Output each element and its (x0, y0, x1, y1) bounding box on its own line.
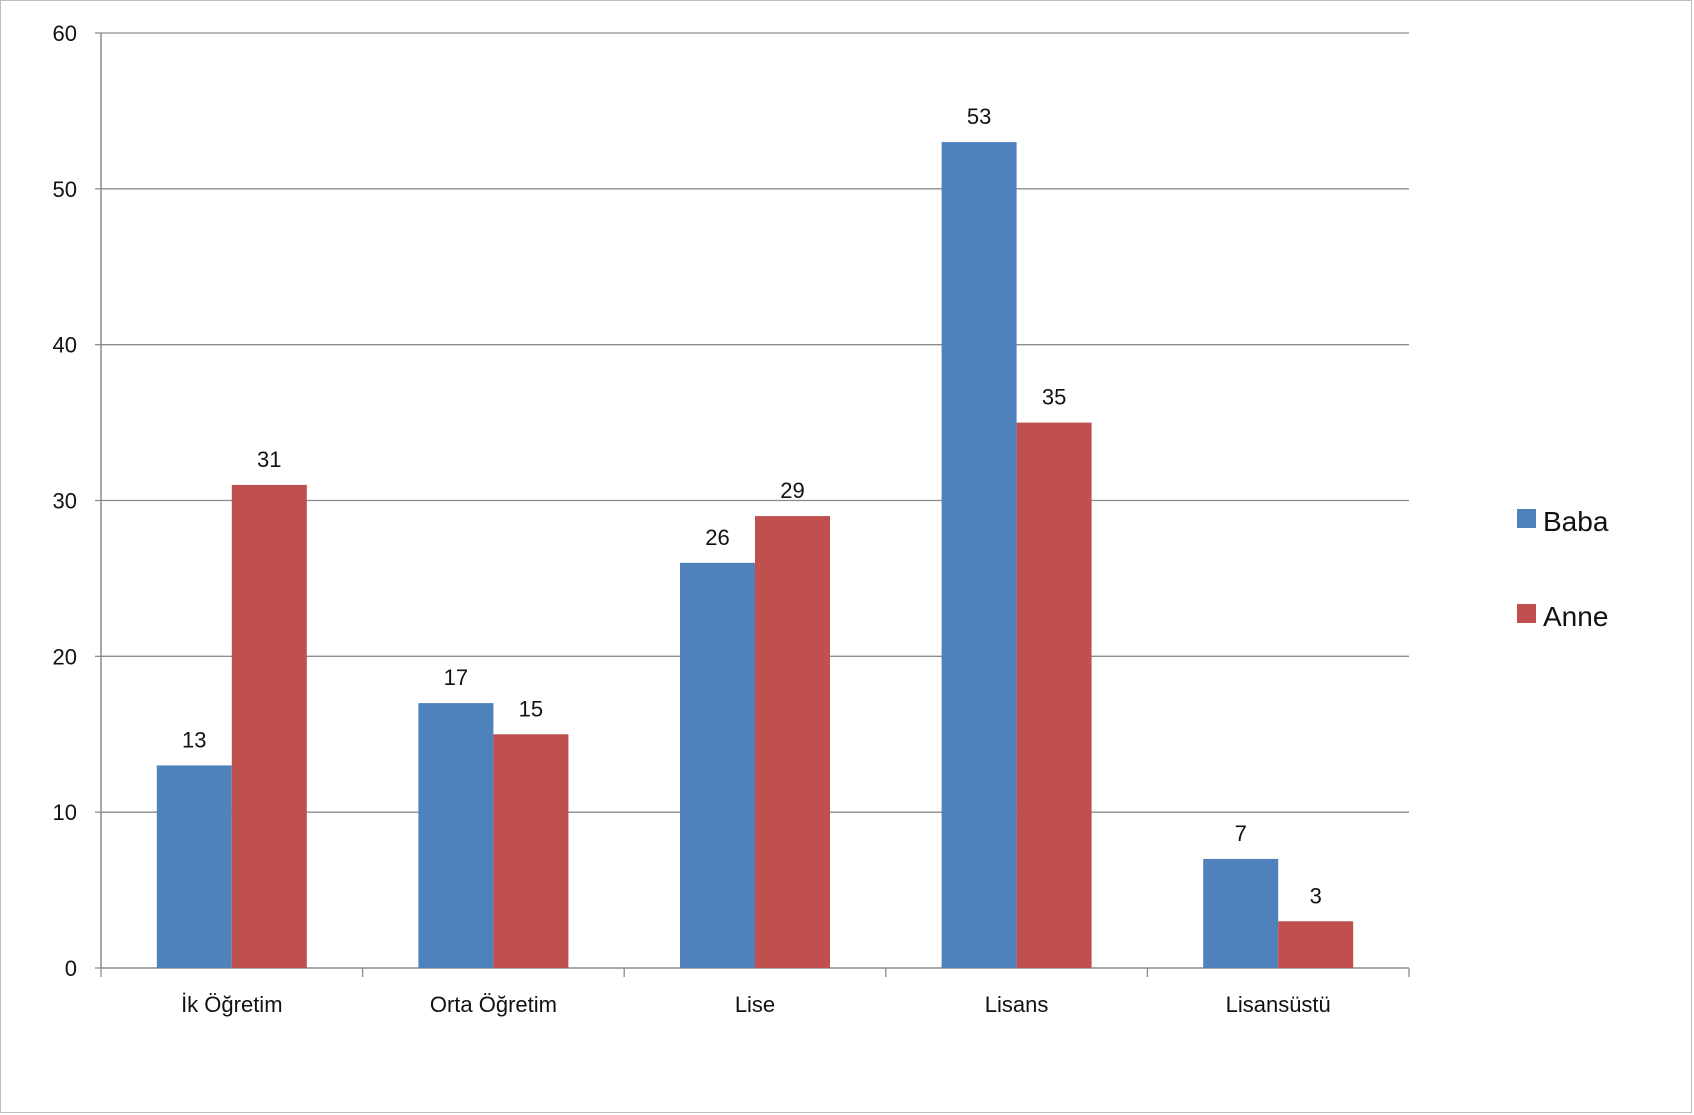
data-label: 29 (780, 478, 804, 503)
bar-anne (231, 484, 307, 968)
bar-baba (1203, 858, 1279, 968)
bar-baba (418, 703, 494, 968)
y-tick-label: 20 (53, 644, 77, 669)
x-tick-label: İk Öğretim (181, 992, 282, 1017)
legend-label-anne: Anne (1543, 601, 1608, 632)
bar-anne (1016, 422, 1092, 968)
data-label: 3 (1310, 883, 1322, 908)
bar-baba (941, 142, 1017, 969)
bar-anne (755, 516, 830, 968)
bar-baba (156, 765, 232, 968)
legend-swatch-anne (1517, 604, 1536, 623)
data-label: 26 (705, 525, 729, 550)
y-tick-label: 30 (53, 489, 77, 514)
data-label: 13 (182, 727, 206, 752)
x-tick-label: Lisans (985, 992, 1049, 1017)
legend-swatch-baba (1517, 509, 1536, 528)
x-tick-label: Lise (735, 992, 775, 1017)
bar-anne (493, 734, 569, 968)
data-label: 7 (1235, 821, 1247, 846)
bar-anne (1278, 921, 1354, 968)
x-tick-label: Lisansüstü (1226, 992, 1331, 1017)
y-tick-label: 60 (53, 21, 77, 46)
data-label: 15 (519, 696, 543, 721)
y-tick-label: 40 (53, 333, 77, 358)
y-tick-label: 50 (53, 177, 77, 202)
y-tick-label: 0 (65, 956, 77, 981)
data-label: 31 (257, 447, 281, 472)
x-tick-label: Orta Öğretim (430, 992, 557, 1017)
data-label: 53 (967, 104, 991, 129)
data-label: 17 (444, 665, 468, 690)
legend-label-baba: Baba (1543, 506, 1609, 537)
bar-baba (680, 562, 755, 968)
data-label: 35 (1042, 385, 1066, 410)
y-tick-label: 10 (53, 800, 77, 825)
